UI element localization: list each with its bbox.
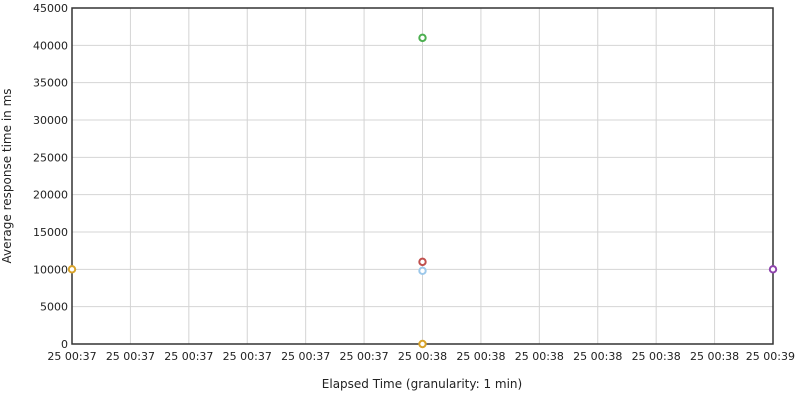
x-tick-label: 25 00:37 [47,350,96,363]
data-point[interactable] [768,265,778,274]
x-tick-label: 25 00:38 [573,350,622,363]
y-tick-label: 5000 [40,301,68,314]
x-tick-label: 25 00:39 [746,350,795,363]
grid-lines [71,7,774,345]
data-points [67,33,778,349]
x-tick-label: 25 00:38 [690,350,739,363]
data-point[interactable] [418,339,427,349]
x-tick-label: 25 00:38 [515,350,564,363]
x-tick-label: 25 00:37 [223,350,272,363]
data-point[interactable] [418,266,427,276]
y-axis-ticks: 0 5000 10000 15000 20000 25000 30000 35000 40000… [33,2,68,351]
y-tick-label: 15000 [33,226,68,239]
x-axis-ticks: 25 00:37 25 00:37 25 00:37 25 00:37 25 00:37… [47,350,795,363]
y-tick-label: 40000 [33,39,68,52]
y-tick-label: 25000 [33,151,68,164]
y-tick-label: 0 [61,338,68,351]
x-tick-label: 25 00:37 [339,350,388,363]
x-tick-label: 25 00:38 [456,350,505,363]
data-point[interactable] [67,265,77,274]
data-point[interactable] [418,257,427,267]
y-tick-label: 10000 [33,263,68,276]
x-axis-label: Elapsed Time (granularity: 1 min) [322,377,522,391]
x-tick-label: 25 00:37 [164,350,213,363]
x-tick-label: 25 00:37 [106,350,155,363]
y-tick-label: 30000 [33,114,68,127]
y-tick-label: 45000 [33,2,68,15]
x-tick-label: 25 00:37 [281,350,330,363]
y-tick-label: 35000 [33,77,68,90]
data-point[interactable] [418,33,427,43]
x-tick-label: 25 00:38 [398,350,447,363]
y-tick-label: 20000 [33,189,68,202]
x-tick-label: 25 00:38 [632,350,681,363]
y-axis-label: Average response time in ms [0,88,14,263]
